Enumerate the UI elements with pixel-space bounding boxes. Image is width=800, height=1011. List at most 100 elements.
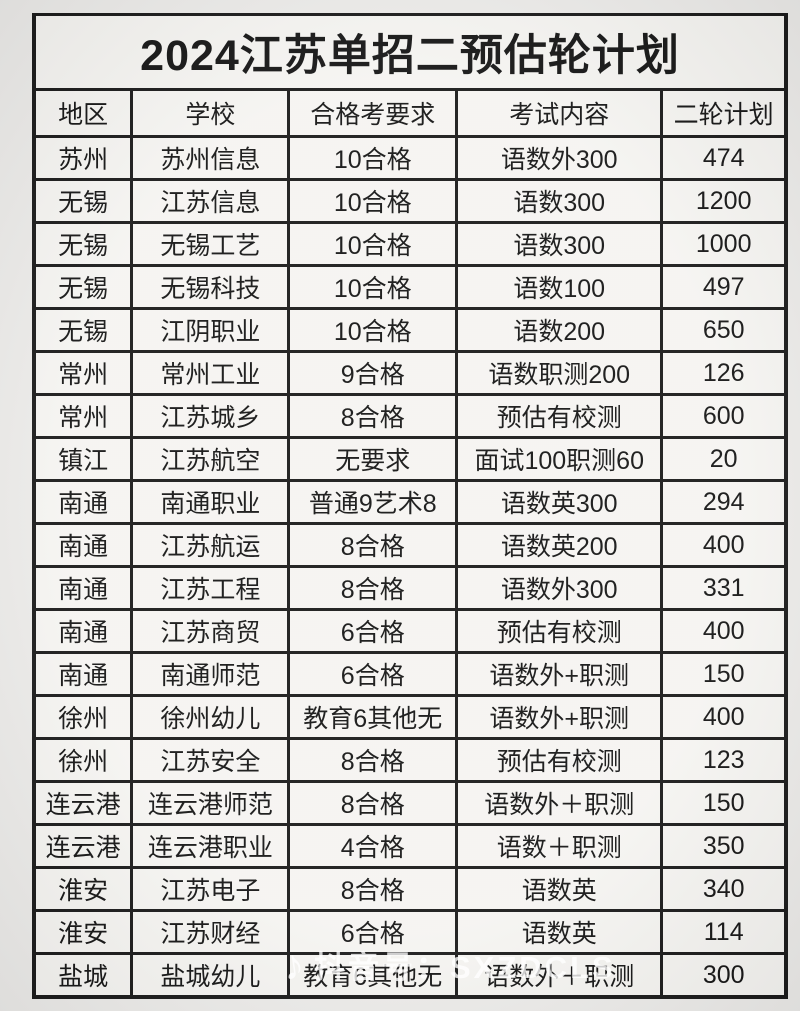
table-body: 苏州 苏州信息 10合格 语数外300 474 无锡 江苏信息 10合格 语数300 1200 无锡… (32, 135, 789, 999)
table-row: 盐城 盐城幼儿 教育6其他无 语数外＋职测 300 (32, 952, 789, 999)
table-cell: 语数200 (455, 307, 664, 353)
table-cell: 南通 (32, 479, 134, 525)
table-cell: 徐州幼儿 (130, 694, 291, 740)
table-cell: 预估有校测 (455, 737, 664, 783)
table-cell: 常州工业 (130, 350, 291, 396)
table-cell: 无锡 (32, 307, 134, 353)
table-cell: 语数英200 (455, 522, 664, 568)
table-row: 常州 江苏城乡 8合格 预估有校测 600 (32, 393, 789, 439)
table-cell: 徐州 (32, 694, 134, 740)
table-row: 淮安 江苏财经 6合格 语数英 114 (32, 909, 789, 955)
table-cell: 江苏电子 (130, 866, 291, 912)
table-cell: 预估有校测 (455, 393, 664, 439)
table-cell: 南通 (32, 651, 134, 697)
table-cell: 1200 (660, 178, 789, 224)
column-header: 考试内容 (455, 88, 664, 138)
table-row: 南通 南通职业 普通9艺术8 语数英300 294 (32, 479, 789, 525)
table-cell: 连云港师范 (130, 780, 291, 826)
table-row: 淮安 江苏电子 8合格 语数英 340 (32, 866, 789, 912)
table-cell: 8合格 (287, 522, 459, 568)
table-cell: 294 (660, 479, 789, 525)
table-cell: 10合格 (287, 264, 459, 310)
table-cell: 400 (660, 694, 789, 740)
table-cell: 400 (660, 522, 789, 568)
table-cell: 连云港 (32, 780, 134, 826)
table-cell: 苏州信息 (130, 135, 291, 181)
table-cell: 常州 (32, 350, 134, 396)
table-cell: 123 (660, 737, 789, 783)
table-cell: 10合格 (287, 221, 459, 267)
header-row: 地区 学校 合格考要求 考试内容 二轮计划 (32, 88, 789, 138)
plan-table: 2024江苏单招二预估轮计划 地区 学校 合格考要求 考试内容 二轮计划 苏州 苏州信息 1… (32, 13, 789, 999)
table-cell: 南通师范 (130, 651, 291, 697)
table-cell: 无锡 (32, 221, 134, 267)
table-cell: 350 (660, 823, 789, 869)
table-cell: 497 (660, 264, 789, 310)
table-cell: 600 (660, 393, 789, 439)
table-cell: 江苏航运 (130, 522, 291, 568)
table-row: 无锡 无锡科技 10合格 语数100 497 (32, 264, 789, 310)
table-cell: 6合格 (287, 651, 459, 697)
table-row: 南通 江苏商贸 6合格 预估有校测 400 (32, 608, 789, 654)
table-cell: 无锡工艺 (130, 221, 291, 267)
table-cell: 南通 (32, 522, 134, 568)
table-cell: 常州 (32, 393, 134, 439)
table-cell: 8合格 (287, 866, 459, 912)
table-cell: 江苏城乡 (130, 393, 291, 439)
table-cell: 8合格 (287, 737, 459, 783)
table-row: 无锡 无锡工艺 10合格 语数300 1000 (32, 221, 789, 267)
table-row: 无锡 江苏信息 10合格 语数300 1200 (32, 178, 789, 224)
table-cell: 8合格 (287, 565, 459, 611)
table-cell: 无锡 (32, 178, 134, 224)
table-cell: 114 (660, 909, 789, 955)
column-header: 二轮计划 (660, 88, 789, 138)
table-cell: 苏州 (32, 135, 134, 181)
table-cell: 教育6其他无 (287, 952, 459, 999)
table-cell: 650 (660, 307, 789, 353)
table-row: 南通 南通师范 6合格 语数外+职测 150 (32, 651, 789, 697)
table-cell: 340 (660, 866, 789, 912)
table-cell: 普通9艺术8 (287, 479, 459, 525)
table-cell: 江苏商贸 (130, 608, 291, 654)
table-cell: 面试100职测60 (455, 436, 664, 482)
table-cell: 南通 (32, 608, 134, 654)
table-row: 常州 常州工业 9合格 语数职测200 126 (32, 350, 789, 396)
table-cell: 10合格 (287, 135, 459, 181)
table-row: 南通 江苏工程 8合格 语数外300 331 (32, 565, 789, 611)
table-cell: 江苏工程 (130, 565, 291, 611)
table-cell: 331 (660, 565, 789, 611)
table-cell: 淮安 (32, 866, 134, 912)
table-cell: 语数外+职测 (455, 651, 664, 697)
table-cell: 300 (660, 952, 789, 999)
table-cell: 126 (660, 350, 789, 396)
table-row: 镇江 江苏航空 无要求 面试100职测60 20 (32, 436, 789, 482)
table-cell: 教育6其他无 (287, 694, 459, 740)
table-row: 苏州 苏州信息 10合格 语数外300 474 (32, 135, 789, 181)
table-cell: 语数外＋职测 (455, 780, 664, 826)
table-cell: 语数300 (455, 221, 664, 267)
table-cell: 150 (660, 780, 789, 826)
table-row: 连云港 连云港职业 4合格 语数＋职测 350 (32, 823, 789, 869)
table-cell: 淮安 (32, 909, 134, 955)
table-cell: 盐城幼儿 (130, 952, 291, 999)
table-cell: 无锡 (32, 264, 134, 310)
page-title: 2024江苏单招二预估轮计划 (32, 13, 788, 91)
table-cell: 语数＋职测 (455, 823, 664, 869)
title-row: 2024江苏单招二预估轮计划 (32, 13, 788, 91)
table-cell: 无要求 (287, 436, 459, 482)
table-cell: 150 (660, 651, 789, 697)
table-cell: 8合格 (287, 393, 459, 439)
table-cell: 盐城 (32, 952, 134, 999)
table-cell: 无锡科技 (130, 264, 291, 310)
table-cell: 南通职业 (130, 479, 291, 525)
table-cell: 语数英 (455, 909, 664, 955)
table-cell: 语数外300 (455, 135, 664, 181)
table-row: 南通 江苏航运 8合格 语数英200 400 (32, 522, 789, 568)
table-cell: 10合格 (287, 178, 459, 224)
table-cell: 语数英300 (455, 479, 664, 525)
table-cell: 预估有校测 (455, 608, 664, 654)
column-header: 合格考要求 (287, 88, 459, 138)
table-cell: 400 (660, 608, 789, 654)
table-cell: 8合格 (287, 780, 459, 826)
table-cell: 语数外+职测 (455, 694, 664, 740)
